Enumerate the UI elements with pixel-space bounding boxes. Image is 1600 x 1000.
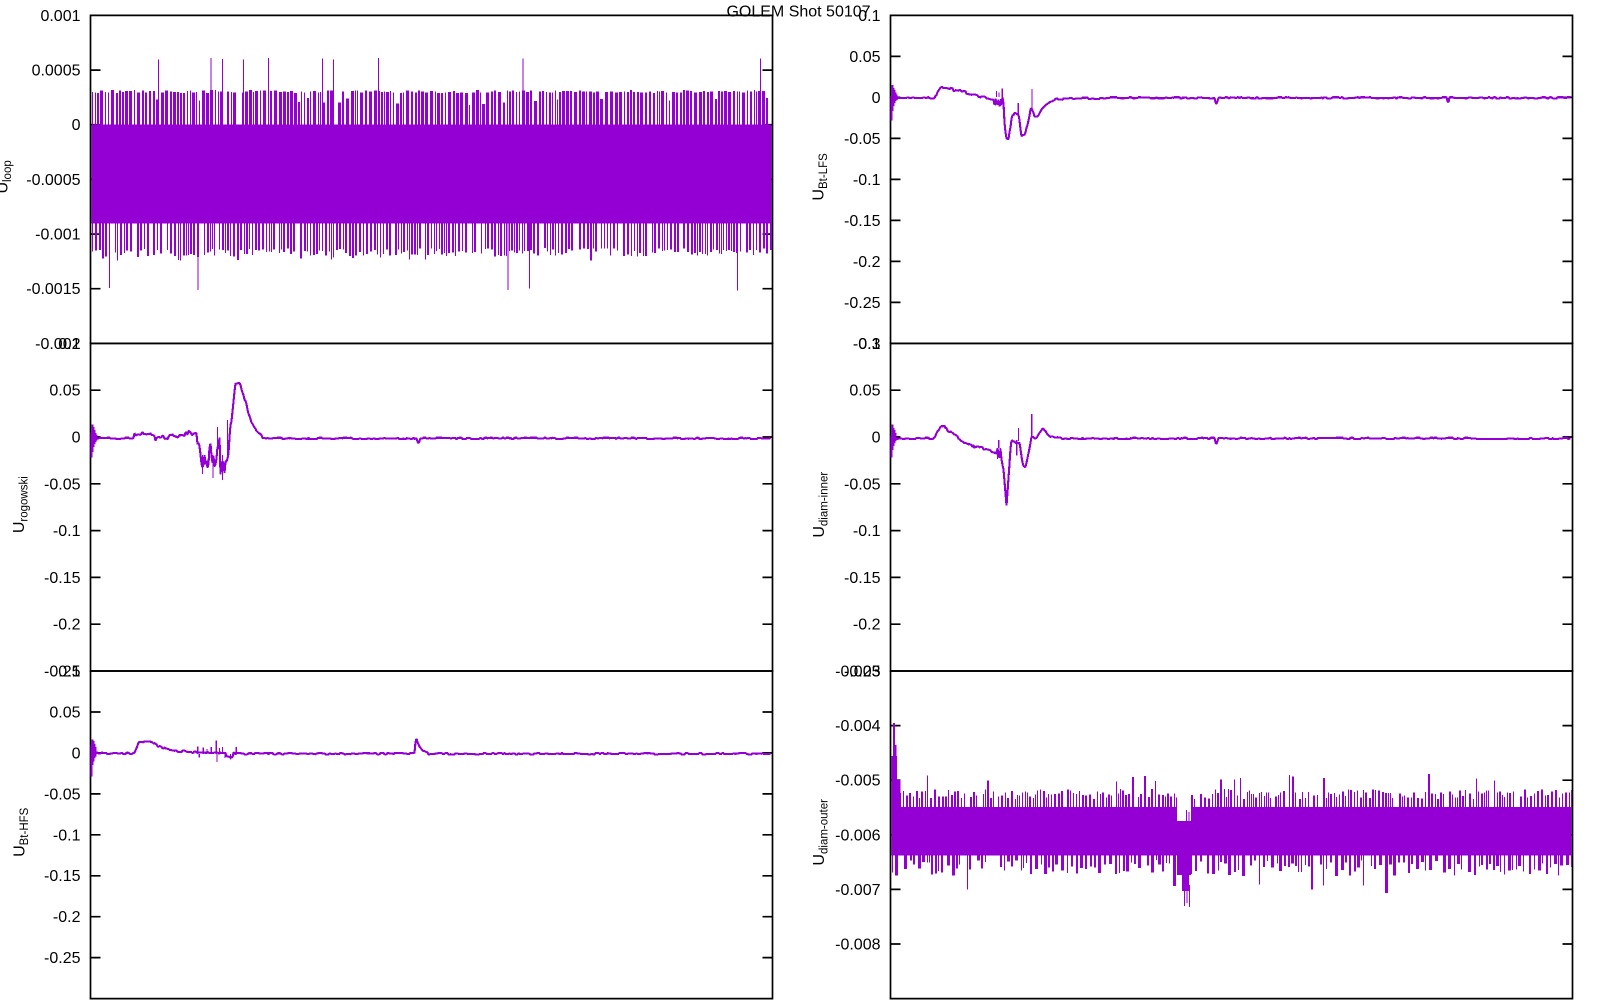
- svg-text:-0.15: -0.15: [844, 570, 881, 587]
- svg-text:-0.1: -0.1: [853, 523, 881, 540]
- svg-text:Uloop: Uloop: [0, 160, 14, 193]
- svg-text:0.1: 0.1: [858, 336, 880, 353]
- svg-text:-0.15: -0.15: [44, 868, 81, 885]
- svg-text:-0.003: -0.003: [835, 664, 880, 681]
- svg-text:0.05: 0.05: [849, 383, 880, 400]
- svg-text:-0.05: -0.05: [844, 476, 881, 493]
- svg-text:-0.002: -0.002: [35, 336, 80, 353]
- svg-text:-0.05: -0.05: [44, 786, 81, 803]
- svg-text:-0.3: -0.3: [853, 336, 881, 353]
- svg-text:0: 0: [72, 745, 81, 762]
- svg-text:0: 0: [872, 430, 881, 447]
- svg-text:-0.2: -0.2: [853, 617, 881, 634]
- svg-text:-0.005: -0.005: [835, 773, 880, 790]
- svg-text:0.05: 0.05: [49, 383, 80, 400]
- svg-text:-0.2: -0.2: [853, 254, 881, 271]
- svg-text:-0.05: -0.05: [844, 131, 881, 148]
- svg-text:-0.25: -0.25: [844, 295, 881, 312]
- svg-text:-0.25: -0.25: [44, 950, 81, 967]
- svg-text:-0.004: -0.004: [835, 718, 880, 735]
- svg-text:-0.1: -0.1: [853, 172, 881, 189]
- svg-text:-0.0005: -0.0005: [26, 172, 80, 189]
- svg-text:0.001: 0.001: [40, 8, 80, 25]
- svg-text:-0.25: -0.25: [844, 664, 881, 681]
- svg-text:GOLEM Shot 50107: GOLEM Shot 50107: [726, 4, 870, 21]
- svg-text:-0.05: -0.05: [44, 476, 81, 493]
- svg-text:-0.008: -0.008: [835, 937, 880, 954]
- svg-text:-0.007: -0.007: [835, 882, 880, 899]
- svg-text:-0.15: -0.15: [844, 213, 881, 230]
- svg-text:-0.006: -0.006: [835, 827, 880, 844]
- svg-text:0.0005: 0.0005: [32, 63, 81, 80]
- svg-text:-0.1: -0.1: [53, 523, 81, 540]
- svg-text:0.1: 0.1: [858, 8, 880, 25]
- svg-text:0.05: 0.05: [849, 49, 880, 66]
- svg-text:-0.0015: -0.0015: [26, 281, 80, 298]
- svg-text:0.1: 0.1: [58, 664, 80, 681]
- svg-text:-0.25: -0.25: [44, 664, 81, 681]
- svg-text:0.05: 0.05: [49, 705, 80, 722]
- svg-text:-0.15: -0.15: [44, 570, 81, 587]
- svg-text:-0.2: -0.2: [53, 909, 81, 926]
- svg-text:0.1: 0.1: [58, 336, 80, 353]
- svg-text:-0.001: -0.001: [35, 227, 80, 244]
- svg-text:-0.2: -0.2: [53, 617, 81, 634]
- svg-text:0: 0: [872, 90, 881, 107]
- svg-text:-0.1: -0.1: [53, 827, 81, 844]
- svg-text:0: 0: [72, 117, 81, 134]
- svg-text:0: 0: [72, 430, 81, 447]
